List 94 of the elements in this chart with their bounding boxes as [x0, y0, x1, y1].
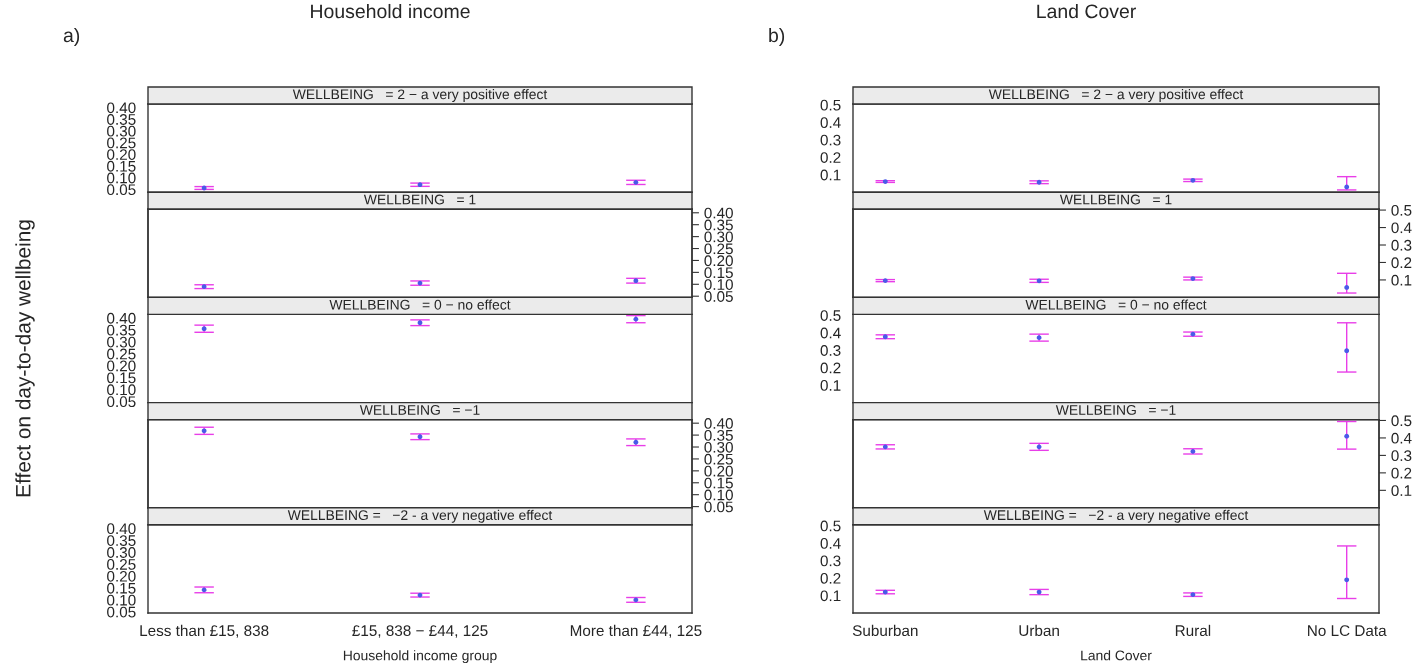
y-tick-label: 0.35: [107, 324, 136, 336]
y-tick-label: 0.4: [820, 327, 841, 339]
y-tick-label: 0.2: [820, 152, 841, 163]
y-tick-label: 0.3: [820, 134, 841, 146]
y-tick-label: 0.40: [107, 102, 136, 114]
y-tick-label: 0.5: [820, 520, 841, 532]
y-tick-label: 0.10: [107, 172, 136, 184]
point: [1344, 577, 1350, 583]
y-tick-label: 0.10: [107, 384, 136, 396]
y-tick-label: 0.5: [820, 310, 841, 321]
y-tick-label: 0.4: [820, 538, 841, 549]
y2-tick-label: 0.4: [1391, 432, 1412, 444]
y-tick-label: 0.25: [107, 348, 136, 360]
point: [1344, 285, 1350, 290]
chart-title: WELLBEING = 2 − a very positive effect: [292, 89, 548, 102]
y2-tick-label: 0.40: [704, 418, 733, 429]
x-tick-label: More than £44, 125: [570, 624, 702, 638]
y-tick-label: 0.35: [107, 535, 136, 546]
y-tick-label: 0.05: [107, 184, 136, 196]
x-tick-label: Less than £15, 838: [140, 624, 269, 638]
y-tick-label: 0.15: [107, 582, 136, 594]
chart-title: WELLBEING = −1: [359, 404, 480, 415]
chart-title: WELLBEING = −2 - a very negative effect: [287, 509, 553, 523]
y-tick-label: 0.3: [820, 345, 841, 356]
y2-tick-label: 0.30: [704, 441, 733, 453]
y2-tick-label: 0.3: [1391, 450, 1412, 462]
y2-tick-label: 0.15: [704, 477, 733, 489]
y-tick-label: 0.20: [107, 360, 136, 372]
y-tick-label: 0.10: [107, 594, 136, 606]
y-tick-label: 0.20: [107, 149, 136, 160]
x-tick-label: No LC Data: [1308, 625, 1387, 637]
y-tick-label: 0.40: [107, 523, 136, 535]
y-tick-label: 0.40: [107, 312, 136, 324]
y2-tick-label: 0.5: [1391, 415, 1412, 427]
y-tick-label: 0.4: [820, 117, 841, 129]
y2-tick-label: 0.3: [1391, 239, 1412, 251]
y-tick-label: 0.05: [107, 606, 136, 618]
chart-title: WELLBEING = 1: [363, 194, 476, 205]
chart-title: WELLBEING = −2 - a very negative effect: [983, 509, 1249, 523]
y2-tick-label: 0.20: [704, 465, 733, 477]
chart-title: WELLBEING = −1: [1055, 404, 1176, 415]
y2-tick-label: 0.10: [704, 489, 733, 501]
y2-tick-label: 0.35: [704, 429, 733, 441]
text: Land Cover: [1037, 3, 1136, 19]
y2-tick-label: 0.35: [704, 219, 733, 231]
y-tick-label: 0.15: [107, 372, 136, 384]
y2-tick-label: 0.2: [1391, 467, 1412, 479]
y-tick-label: 0.2: [820, 362, 841, 374]
y-tick-label: 0.20: [107, 570, 136, 582]
y-axis-title: Effect on day-to-day wellbeing: [15, 220, 35, 497]
point: [1344, 184, 1350, 190]
y-tick-label: 0.3: [820, 555, 841, 567]
y2-tick-label: 0.1: [1391, 274, 1412, 286]
y-tick-label: 0.25: [107, 137, 136, 149]
y2-tick-label: 0.2: [1391, 257, 1412, 269]
text: b): [769, 27, 785, 47]
y-tick-label: 0.25: [107, 559, 136, 570]
point: [1344, 433, 1350, 439]
chart-title: WELLBEING = 2 − a very positive effect: [988, 89, 1244, 102]
x-tick-label: £15, 838 − £44, 125: [352, 625, 488, 638]
y2-tick-label: 0.05: [704, 501, 733, 513]
y-tick-label: 0.1: [820, 590, 841, 602]
y-tick-label: 0.30: [107, 336, 136, 348]
y-tick-label: 0.1: [820, 169, 841, 181]
y2-tick-label: 0.4: [1391, 222, 1412, 234]
y-tick-label: 0.2: [820, 572, 841, 584]
x-tick-label: Rural: [1175, 624, 1211, 637]
x-axis-title: Household income group: [343, 650, 497, 664]
y2-tick-label: 0.30: [704, 231, 733, 243]
y2-tick-label: 0.15: [704, 267, 733, 279]
y2-tick-label: 0.1: [1391, 485, 1412, 497]
chart-title: WELLBEING = 0 − no effect: [1025, 299, 1207, 310]
y-tick-label: 0.35: [107, 114, 136, 125]
y2-tick-label: 0.05: [704, 291, 733, 302]
y-tick-label: 0.05: [107, 396, 136, 408]
x-tick-label: Urban: [1019, 624, 1059, 637]
y-tick-label: 0.1: [820, 380, 841, 391]
y-tick-label: 0.30: [107, 125, 136, 137]
text: a): [63, 27, 80, 47]
x-tick-label: Suburban: [852, 624, 918, 637]
y2-tick-label: 0.25: [704, 453, 733, 465]
y2-tick-label: 0.20: [704, 255, 733, 267]
y2-tick-label: 0.10: [704, 279, 733, 290]
y-tick-label: 0.15: [107, 160, 136, 172]
y2-tick-label: 0.25: [704, 243, 733, 255]
x-axis-title: Land Cover: [1081, 650, 1152, 661]
point: [1344, 348, 1350, 354]
y2-tick-label: 0.40: [704, 207, 733, 219]
chart-title: WELLBEING = 1: [1059, 194, 1172, 205]
y-tick-label: 0.5: [820, 99, 841, 111]
chart-title: WELLBEING = 0 − no effect: [329, 299, 511, 310]
y2-tick-label: 0.5: [1391, 204, 1412, 216]
text: Household income: [311, 3, 470, 19]
y-tick-label: 0.30: [107, 547, 136, 558]
